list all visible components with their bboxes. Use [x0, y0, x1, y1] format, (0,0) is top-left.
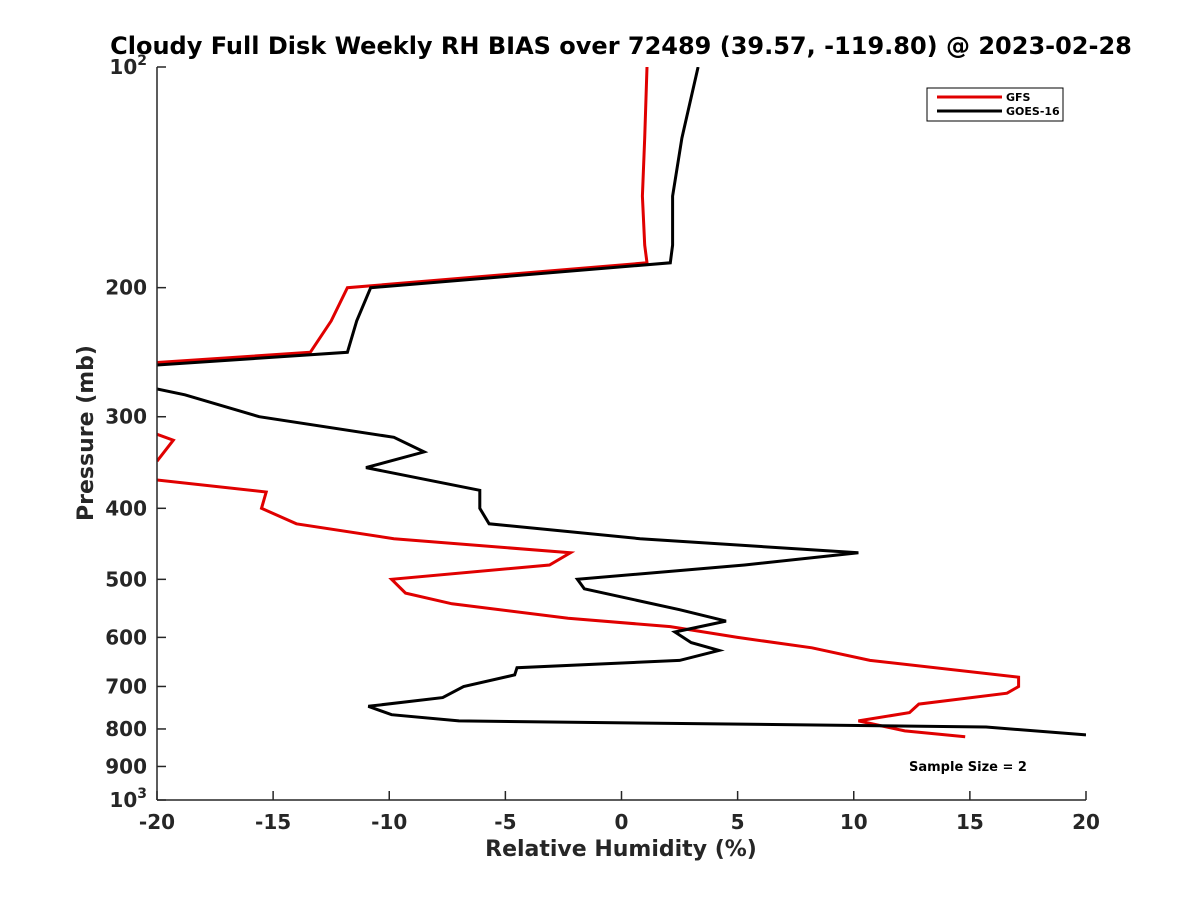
y-tick-label: 200 — [105, 276, 147, 300]
x-axis-label: Relative Humidity (%) — [485, 837, 757, 862]
y-tick-label: 600 — [105, 625, 147, 649]
y-tick-label: 500 — [105, 567, 147, 591]
y-tick-label: 300 — [105, 405, 147, 429]
x-tick-label: -10 — [371, 810, 407, 834]
x-tick-label: -15 — [255, 810, 291, 834]
x-tick-label: 5 — [731, 810, 745, 834]
x-tick-label: -20 — [139, 810, 175, 834]
x-tick-label: -5 — [494, 810, 516, 834]
y-tick-label: 102 — [109, 53, 147, 79]
y-ticks: 102 200 300 400 500 600 700 800 900 103 — [105, 53, 166, 812]
legend-label: GFS — [1006, 91, 1031, 104]
series-layer — [157, 67, 1086, 739]
y-tick-label: 700 — [105, 674, 147, 698]
x-tick-label: 0 — [615, 810, 629, 834]
x-tick-label: 15 — [956, 810, 984, 834]
y-tick-label: 800 — [105, 717, 147, 741]
y-tick-label: 103 — [109, 786, 147, 812]
y-tick-label: 900 — [105, 754, 147, 778]
series-line-goes-16 — [157, 67, 1086, 737]
sample-size-note: Sample Size = 2 — [909, 760, 1027, 775]
y-axis-label: Pressure (mb) — [74, 345, 99, 521]
legend-label: GOES-16 — [1006, 105, 1060, 118]
x-tick-label: 10 — [840, 810, 868, 834]
x-ticks: -20 -15 -10 -5 0 5 10 15 20 — [139, 791, 1100, 834]
chart-title: Cloudy Full Disk Weekly RH BIAS over 724… — [110, 32, 1132, 60]
y-tick-label: 400 — [105, 496, 147, 520]
legend-box — [926, 87, 1064, 122]
x-tick-label: 20 — [1072, 810, 1100, 834]
series-line-gfs — [157, 67, 1021, 739]
plot-area — [157, 67, 1086, 800]
